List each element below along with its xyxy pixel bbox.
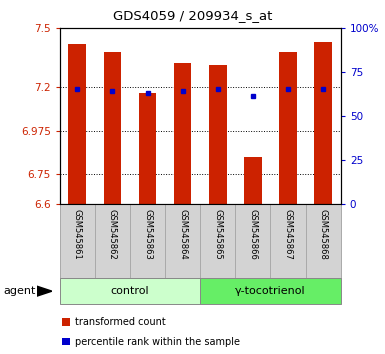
Text: GSM545862: GSM545862 bbox=[108, 210, 117, 260]
Text: γ-tocotrienol: γ-tocotrienol bbox=[235, 286, 306, 296]
Bar bbox=[209, 65, 226, 204]
Bar bbox=[200, 278, 341, 304]
Text: GSM545863: GSM545863 bbox=[143, 210, 152, 261]
Text: GSM545867: GSM545867 bbox=[283, 210, 293, 261]
Text: GSM545861: GSM545861 bbox=[73, 210, 82, 260]
Bar bbox=[174, 63, 191, 204]
Polygon shape bbox=[37, 286, 52, 296]
Bar bbox=[62, 338, 70, 345]
Bar bbox=[95, 204, 130, 278]
Text: control: control bbox=[110, 286, 149, 296]
Bar bbox=[165, 204, 200, 278]
Bar bbox=[139, 92, 156, 204]
Bar bbox=[279, 52, 297, 204]
Text: GDS4059 / 209934_s_at: GDS4059 / 209934_s_at bbox=[113, 9, 272, 22]
Bar bbox=[315, 42, 332, 204]
Bar bbox=[235, 204, 271, 278]
Text: agent: agent bbox=[4, 286, 36, 296]
Bar bbox=[270, 204, 306, 278]
Bar bbox=[200, 204, 235, 278]
Text: transformed count: transformed count bbox=[75, 317, 166, 327]
Bar bbox=[104, 52, 121, 204]
Bar bbox=[60, 204, 95, 278]
Bar bbox=[60, 278, 200, 304]
Text: GSM545865: GSM545865 bbox=[213, 210, 222, 260]
Bar bbox=[62, 319, 70, 326]
Bar bbox=[69, 44, 86, 204]
Text: GSM545866: GSM545866 bbox=[248, 210, 258, 261]
Bar bbox=[244, 157, 262, 204]
Text: GSM545868: GSM545868 bbox=[319, 210, 328, 261]
Text: percentile rank within the sample: percentile rank within the sample bbox=[75, 337, 240, 347]
Text: GSM545864: GSM545864 bbox=[178, 210, 187, 260]
Bar bbox=[306, 204, 341, 278]
Bar bbox=[130, 204, 165, 278]
